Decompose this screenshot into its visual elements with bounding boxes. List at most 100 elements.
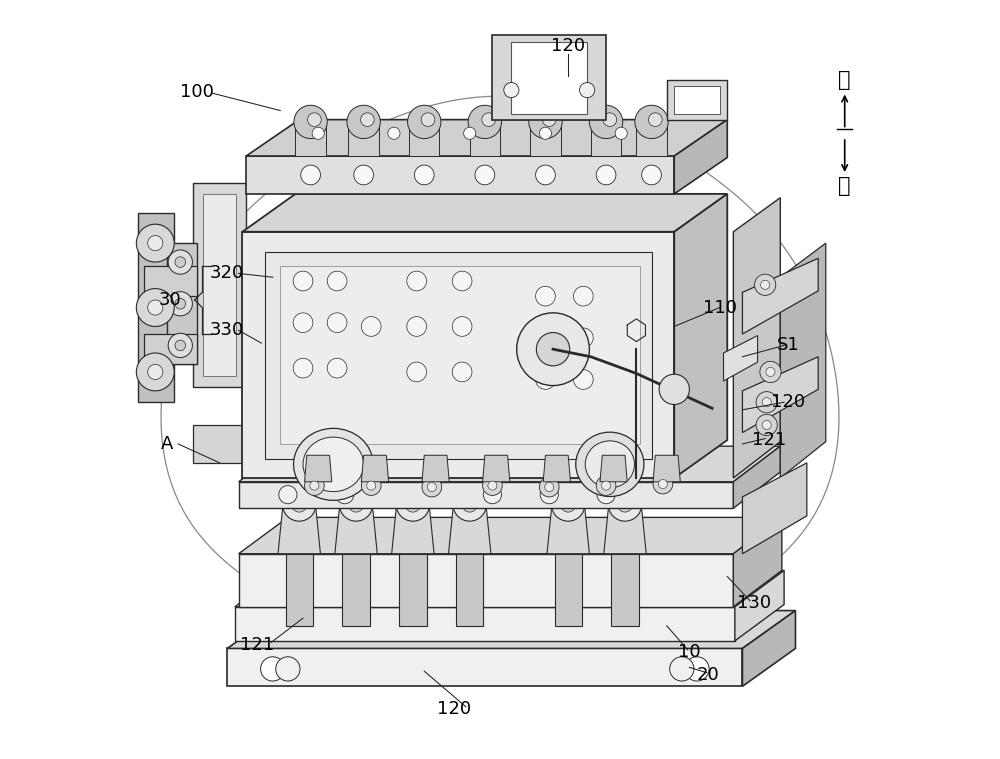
Ellipse shape [576, 432, 644, 496]
Circle shape [653, 474, 673, 494]
Circle shape [175, 298, 186, 309]
Circle shape [755, 274, 776, 295]
Polygon shape [409, 122, 439, 156]
Circle shape [659, 374, 689, 405]
Circle shape [408, 106, 441, 139]
Circle shape [475, 165, 495, 184]
Circle shape [517, 313, 589, 386]
Polygon shape [470, 122, 500, 156]
Text: 120: 120 [771, 393, 805, 411]
Polygon shape [448, 509, 491, 554]
Circle shape [648, 113, 662, 127]
Polygon shape [667, 80, 727, 120]
Text: 下: 下 [838, 176, 851, 197]
Circle shape [136, 224, 174, 262]
Circle shape [766, 367, 775, 376]
Circle shape [168, 250, 192, 274]
Circle shape [327, 358, 347, 378]
Circle shape [760, 361, 781, 383]
Circle shape [596, 165, 616, 184]
Polygon shape [742, 463, 807, 554]
Circle shape [617, 497, 633, 512]
Circle shape [468, 106, 502, 139]
Text: 10: 10 [678, 643, 701, 661]
Polygon shape [456, 554, 483, 625]
Polygon shape [227, 610, 795, 648]
Circle shape [348, 497, 364, 512]
Circle shape [573, 286, 593, 306]
Circle shape [361, 113, 374, 127]
Circle shape [573, 328, 593, 348]
Polygon shape [723, 335, 758, 381]
Circle shape [540, 486, 558, 504]
Circle shape [407, 362, 427, 382]
Circle shape [136, 288, 174, 326]
Circle shape [756, 414, 777, 436]
Circle shape [361, 476, 381, 496]
Circle shape [294, 106, 327, 139]
Polygon shape [543, 455, 570, 482]
Polygon shape [674, 86, 720, 115]
Polygon shape [742, 610, 795, 686]
Circle shape [483, 486, 502, 504]
Text: 121: 121 [752, 431, 786, 449]
Circle shape [175, 257, 186, 267]
Circle shape [261, 657, 285, 681]
Polygon shape [591, 122, 621, 156]
Polygon shape [305, 455, 332, 482]
Polygon shape [227, 648, 742, 686]
Ellipse shape [585, 441, 634, 488]
Circle shape [354, 165, 373, 184]
Circle shape [552, 488, 585, 521]
Circle shape [367, 481, 376, 490]
Circle shape [175, 340, 186, 351]
Polygon shape [239, 482, 733, 509]
Circle shape [276, 657, 300, 681]
Circle shape [536, 332, 570, 366]
Polygon shape [600, 455, 627, 482]
Circle shape [596, 476, 616, 496]
Circle shape [482, 113, 495, 127]
Circle shape [529, 106, 562, 139]
Circle shape [168, 291, 192, 316]
Circle shape [462, 497, 477, 512]
Text: 110: 110 [703, 298, 737, 317]
Polygon shape [242, 231, 674, 478]
Circle shape [536, 370, 555, 389]
Circle shape [427, 483, 436, 492]
Polygon shape [144, 266, 197, 296]
Polygon shape [742, 258, 818, 334]
Circle shape [453, 488, 486, 521]
Polygon shape [144, 334, 197, 364]
Circle shape [312, 128, 324, 140]
Circle shape [414, 165, 434, 184]
Polygon shape [295, 122, 326, 156]
Circle shape [422, 477, 442, 497]
Circle shape [542, 113, 556, 127]
Text: S1: S1 [777, 336, 799, 354]
Circle shape [685, 657, 709, 681]
Circle shape [658, 480, 667, 489]
Polygon shape [780, 243, 826, 478]
Circle shape [347, 106, 380, 139]
Polygon shape [246, 120, 727, 156]
Circle shape [361, 317, 381, 336]
Circle shape [539, 128, 552, 140]
Polygon shape [483, 455, 510, 482]
Polygon shape [167, 243, 197, 364]
Circle shape [421, 113, 435, 127]
Polygon shape [555, 554, 582, 625]
Circle shape [603, 113, 617, 127]
Polygon shape [733, 518, 782, 606]
Ellipse shape [303, 437, 364, 492]
Circle shape [464, 128, 476, 140]
Polygon shape [674, 120, 727, 194]
Text: 20: 20 [697, 666, 720, 684]
Circle shape [339, 488, 373, 521]
Polygon shape [530, 122, 561, 156]
Circle shape [635, 106, 668, 139]
Text: 30: 30 [159, 291, 182, 309]
Polygon shape [511, 43, 587, 115]
Circle shape [405, 497, 420, 512]
Polygon shape [742, 357, 818, 433]
